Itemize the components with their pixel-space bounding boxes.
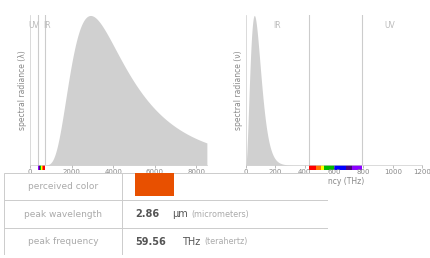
Bar [135, 173, 174, 196]
Y-axis label: spectral radiance (ν): spectral radiance (ν) [233, 51, 243, 130]
X-axis label: wavelength (nm): wavelength (nm) [86, 177, 151, 186]
Text: peak wavelength: peak wavelength [24, 210, 102, 219]
Text: IR: IR [43, 21, 50, 30]
Text: µm: µm [172, 209, 188, 219]
X-axis label: frequency (THz): frequency (THz) [303, 177, 364, 186]
Y-axis label: spectral radiance (λ): spectral radiance (λ) [18, 50, 28, 130]
Text: 59.56: 59.56 [135, 237, 166, 247]
Text: 2.86: 2.86 [135, 209, 159, 219]
Text: IR: IR [272, 21, 280, 30]
Text: UV: UV [29, 21, 40, 30]
Text: (micrometers): (micrometers) [191, 210, 249, 219]
Text: peak frequency: peak frequency [28, 237, 98, 246]
Text: UV: UV [384, 21, 394, 30]
Text: THz: THz [181, 237, 200, 247]
Text: (terahertz): (terahertz) [204, 237, 248, 246]
Text: perceived color: perceived color [28, 182, 98, 191]
